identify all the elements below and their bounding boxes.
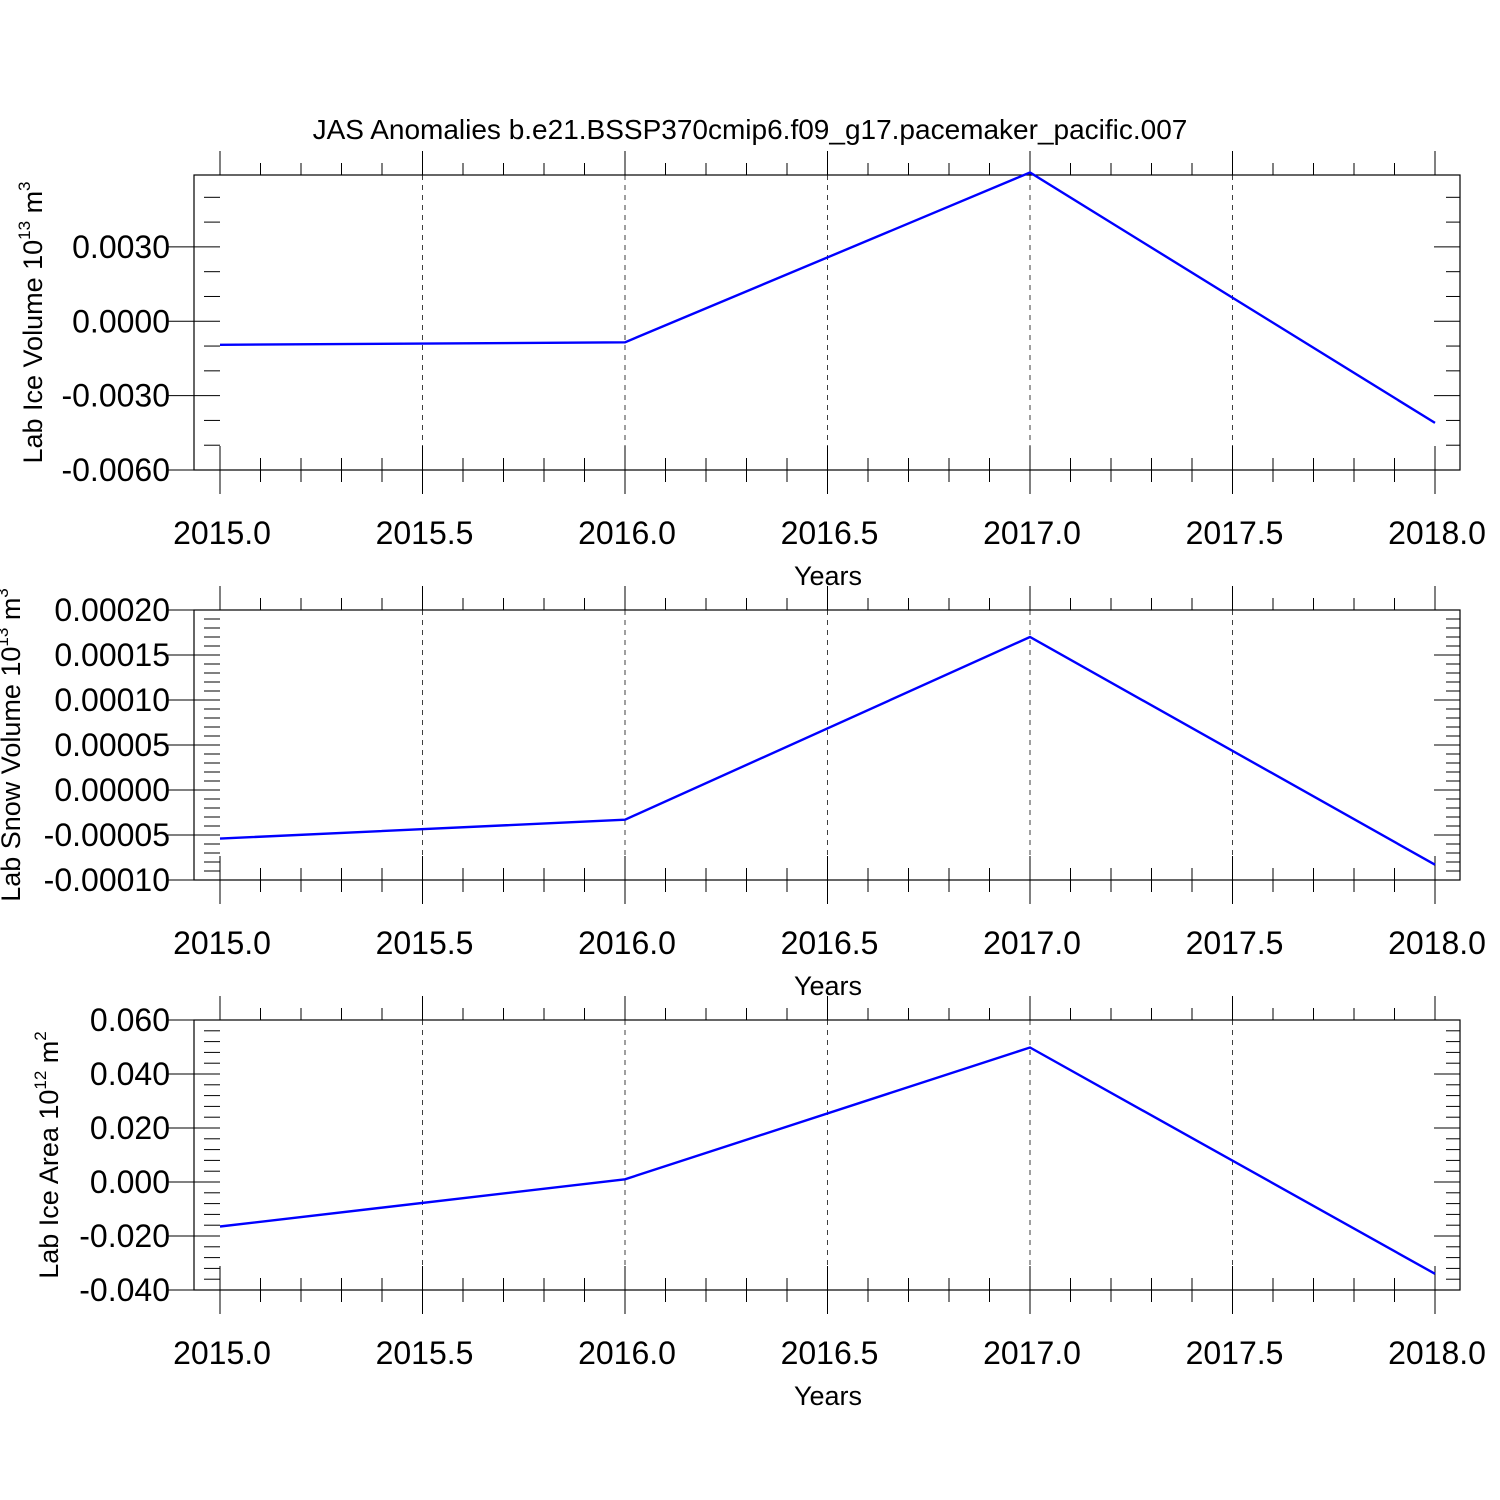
- y-tick-label: -0.00005: [44, 817, 170, 853]
- x-tick-label: 2015.0: [173, 925, 271, 961]
- x-tick-label: 2017.5: [1186, 925, 1284, 961]
- y-tick-label: 0.060: [90, 1002, 170, 1038]
- y-axis-title-unit-exponent: 3: [15, 181, 34, 190]
- series-line: [219, 635, 1436, 866]
- x-tick-label: 2016.5: [781, 515, 879, 551]
- y-tick-label: 0.040: [90, 1056, 170, 1092]
- y-tick-label: 0.00020: [54, 592, 170, 628]
- y-axis-title: Lab Snow Volume 1013 m3: [0, 588, 26, 902]
- x-tick-label: 2015.0: [173, 515, 271, 551]
- y-axis-title-unit: m: [34, 1041, 64, 1071]
- y-tick-label: -0.0060: [61, 452, 170, 488]
- y-tick-label: 0.00010: [54, 682, 170, 718]
- y-tick-label: 0.0030: [72, 229, 170, 265]
- x-tick-label: 2015.5: [376, 515, 474, 551]
- y-tick-label: -0.00010: [44, 862, 170, 898]
- panel-2: 0.00020 0.00015 0.00010 0.00005 0.00000 -0.00…: [0, 586, 1486, 1001]
- series-line: [219, 1046, 1436, 1275]
- x-tick-label: 2018.0: [1388, 515, 1486, 551]
- x-tick-label: 2018.0: [1388, 925, 1486, 961]
- y-axis-title: Lab Ice Volume 1013 m3: [15, 181, 48, 463]
- y-tick-label: -0.020: [79, 1218, 170, 1254]
- x-tick-label: 2018.0: [1388, 1335, 1486, 1371]
- x-tick-label: 2016.5: [781, 1335, 879, 1371]
- y-tick-label: -0.0030: [61, 378, 170, 414]
- y-tick-label: -0.040: [79, 1272, 170, 1308]
- x-tick-label: 2016.0: [578, 515, 676, 551]
- y-axis-title-main: Lab Ice Area 10: [34, 1090, 64, 1279]
- x-tick-label: 2017.5: [1186, 1335, 1284, 1371]
- x-axis-title: Years: [794, 1381, 862, 1411]
- x-tick-label: 2015.5: [376, 1335, 474, 1371]
- y-tick-label: 0.00005: [54, 727, 170, 763]
- y-axis-title-exponent: 13: [15, 221, 34, 240]
- x-tick-label: 2017.0: [983, 925, 1081, 961]
- y-tick-label: 0.020: [90, 1110, 170, 1146]
- y-tick-label: 0.0000: [72, 303, 170, 339]
- y-axis-title-exponent: 12: [31, 1071, 50, 1090]
- x-tick-label: 2017.0: [983, 515, 1081, 551]
- y-axis-title-exponent: 13: [0, 628, 12, 647]
- y-tick-label: 0.000: [90, 1164, 170, 1200]
- y-tick-label: 0.00015: [54, 637, 170, 673]
- y-axis-title-unit: m: [18, 191, 48, 221]
- series-line: [219, 171, 1436, 424]
- y-axis-title-unit-exponent: 2: [31, 1031, 50, 1040]
- x-tick-label: 2015.0: [173, 1335, 271, 1371]
- y-axis-title: Lab Ice Area 1012 m2: [31, 1031, 64, 1279]
- x-tick-label: 2015.5: [376, 925, 474, 961]
- x-tick-label: 2016.0: [578, 925, 676, 961]
- x-tick-label: 2016.5: [781, 925, 879, 961]
- x-tick-label: 2016.0: [578, 1335, 676, 1371]
- y-axis-title-unit: m: [0, 598, 26, 628]
- chart-title: JAS Anomalies b.e21.BSSP370cmip6.f09_g17…: [313, 114, 1188, 145]
- y-axis-title-main: Lab Ice Volume 10: [18, 240, 48, 464]
- y-axis-title-unit-exponent: 3: [0, 588, 12, 597]
- x-tick-label: 2017.0: [983, 1335, 1081, 1371]
- y-tick-label: 0.00000: [54, 772, 170, 808]
- y-axis-title-main: Lab Snow Volume 10: [0, 647, 26, 902]
- x-tick-label: 2017.5: [1186, 515, 1284, 551]
